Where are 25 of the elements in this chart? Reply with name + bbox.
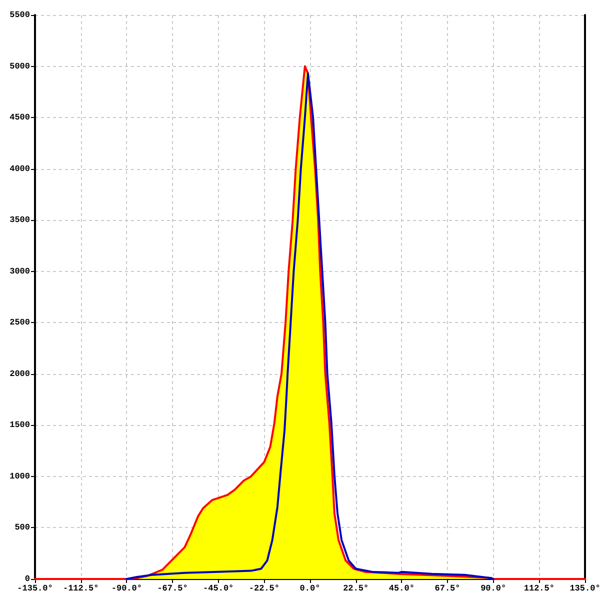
y-tick-label: 500	[14, 522, 30, 533]
x-tick-label: -135.0°	[17, 584, 53, 594]
y-tick-label: 3000	[10, 266, 30, 276]
x-tick-label: 67.5°	[434, 584, 460, 594]
y-tick-label: 4500	[10, 112, 30, 123]
y-tick-label: 2000	[10, 368, 30, 379]
y-tick-label: 5000	[10, 61, 30, 72]
y-tick-label: 3500	[10, 215, 30, 226]
x-tick-label: 90.0°	[480, 584, 506, 594]
x-tick-label: -90.0°	[111, 584, 142, 594]
x-tick-label: 45.0°	[388, 584, 414, 594]
x-tick-label: -67.5°	[157, 584, 188, 594]
y-tick-label: 5500	[10, 10, 30, 20]
x-tick-label: 0.0°	[300, 584, 320, 594]
y-tick-label: 1500	[10, 420, 30, 430]
y-tick-label: 4000	[10, 164, 30, 174]
x-tick-label: -45.0°	[203, 584, 234, 594]
x-tick-label: -112.5°	[62, 584, 99, 594]
x-tick-label: 135.0°	[570, 584, 600, 594]
y-tick-label: 2500	[10, 318, 30, 328]
x-tick-label: 112.5°	[524, 584, 554, 594]
x-tick-label: -22.5°	[248, 584, 280, 594]
y-tick-label: 1000	[10, 471, 30, 482]
x-tick-label: 22.5°	[343, 584, 369, 594]
y-tick-label: 0	[24, 574, 30, 584]
